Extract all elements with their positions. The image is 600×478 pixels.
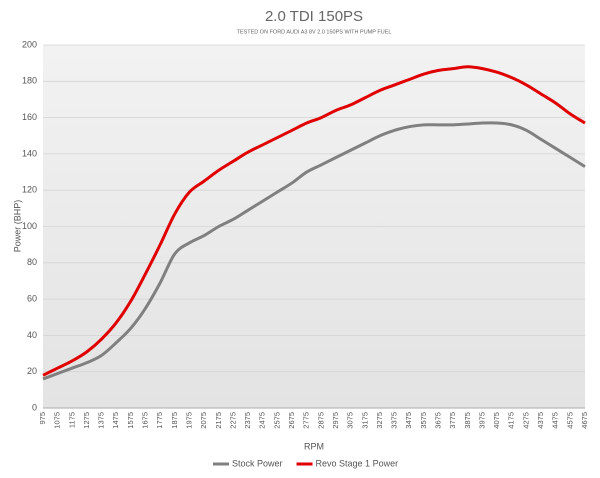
y-tick-label: 160 <box>22 112 37 122</box>
x-tick-label: 1875 <box>170 412 179 429</box>
x-tick-label: 4075 <box>492 412 501 429</box>
x-tick-label: 4375 <box>536 412 545 429</box>
chart-subtitle: TESTED ON FORD AUDI A3 8V 2.0 150PS WITH… <box>237 29 392 35</box>
x-tick-label: 2775 <box>302 412 311 429</box>
x-tick-label: 2175 <box>214 412 223 429</box>
x-tick-label: 2375 <box>243 412 252 429</box>
series-line <box>42 65 586 377</box>
x-tick-label: 3675 <box>433 412 442 429</box>
x-tick-label: 1175 <box>67 412 76 428</box>
x-tick-label: 1975 <box>184 412 193 429</box>
x-tick-label: 1675 <box>141 412 150 429</box>
x-axis-label: RPM <box>304 441 324 451</box>
x-tick-label: 4575 <box>565 412 574 429</box>
series-line <box>42 121 586 381</box>
y-tick-label: 80 <box>27 257 37 267</box>
x-tick-label: 3175 <box>360 412 369 429</box>
x-tick-label: 3975 <box>477 412 486 429</box>
x-tick-label: 4175 <box>507 412 516 429</box>
x-tick-label: 3875 <box>463 412 472 429</box>
x-tick-label: 2875 <box>316 412 325 429</box>
legend-label: Stock Power <box>232 458 283 468</box>
x-tick-label: 2575 <box>272 412 281 429</box>
x-tick-label: 1775 <box>155 412 164 429</box>
x-tick-label: 2975 <box>331 412 340 429</box>
y-tick-label: 40 <box>27 330 37 340</box>
x-tick-label: 3275 <box>375 412 384 429</box>
x-tick-label: 3075 <box>346 412 355 429</box>
x-tick-label: 2275 <box>228 412 237 429</box>
x-tick-label: 1275 <box>82 412 91 429</box>
x-tick-label: 2075 <box>199 412 208 429</box>
x-tick-label: 3775 <box>448 412 457 429</box>
y-axis-label: Power (BHP) <box>12 200 22 253</box>
x-tick-label: 1575 <box>126 412 135 429</box>
y-tick-label: 120 <box>22 185 37 195</box>
y-tick-label: 200 <box>22 39 37 49</box>
y-tick-label: 100 <box>22 221 37 231</box>
x-tick-label: 4475 <box>551 412 560 429</box>
y-tick-label: 60 <box>27 293 37 303</box>
x-tick-label: 1075 <box>53 412 62 429</box>
x-tick-label: 2675 <box>287 412 296 429</box>
x-tick-label: 3475 <box>404 412 413 429</box>
x-tick-label: 2475 <box>258 412 267 429</box>
x-tick-label: 3575 <box>419 412 428 429</box>
y-tick-label: 140 <box>22 148 37 158</box>
y-tick-label: 180 <box>22 76 37 86</box>
x-tick-label: 1375 <box>97 412 106 429</box>
chart-title: 2.0 TDI 150PS <box>265 8 363 25</box>
y-tick-label: 0 <box>32 402 37 412</box>
legend-label: Revo Stage 1 Power <box>316 458 399 468</box>
y-tick-label: 20 <box>27 366 37 376</box>
x-tick-label: 4275 <box>521 412 530 429</box>
x-tick-label: 1475 <box>111 412 120 429</box>
x-tick-label: 4675 <box>580 412 589 429</box>
x-tick-label: 3375 <box>390 412 399 429</box>
x-tick-label: 975 <box>38 412 47 425</box>
